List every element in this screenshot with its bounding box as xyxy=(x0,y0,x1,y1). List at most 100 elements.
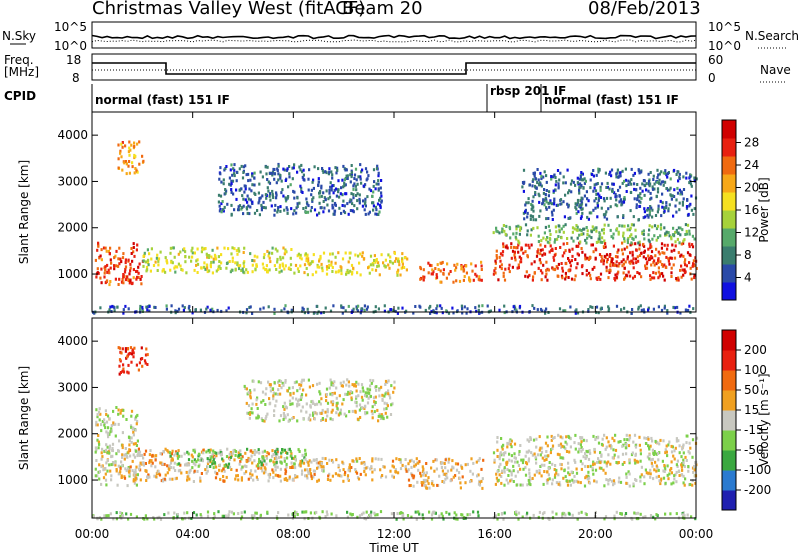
velocity-cell xyxy=(684,455,687,459)
power-cell xyxy=(515,227,518,231)
power-cell xyxy=(631,250,634,254)
velocity-cell xyxy=(689,483,692,486)
velocity-cell xyxy=(279,392,282,396)
velocity-cell xyxy=(369,384,372,388)
velocity-cell xyxy=(359,472,362,476)
power-cell xyxy=(637,194,640,198)
power-cell xyxy=(430,264,433,268)
velocity-cell xyxy=(233,458,236,462)
velocity-cell xyxy=(643,475,646,479)
power-cell xyxy=(573,227,576,231)
velocity-cell xyxy=(613,453,616,457)
power-cell xyxy=(96,271,99,275)
velocity-cell xyxy=(624,446,627,450)
velocity-cell xyxy=(240,478,243,482)
velocity-cell xyxy=(362,389,365,393)
power-cell xyxy=(419,305,422,309)
velocity-cell xyxy=(257,464,260,468)
velocity-cell xyxy=(326,401,330,405)
power-cell xyxy=(688,232,691,236)
power-cell xyxy=(533,271,536,275)
velocity-cell xyxy=(266,510,269,514)
power-cell xyxy=(130,252,133,255)
power-cell xyxy=(635,188,638,192)
velocity-cell xyxy=(134,473,137,477)
velocity-cell xyxy=(360,383,364,387)
power-cell xyxy=(659,234,662,238)
power-cell xyxy=(380,194,383,198)
power-cell xyxy=(510,256,513,260)
velocity-cell xyxy=(435,467,438,471)
velocity-cell xyxy=(648,453,651,457)
power-cell xyxy=(265,172,268,176)
power-cell xyxy=(658,252,661,256)
velocity-cell xyxy=(384,475,388,479)
velocity-cell xyxy=(192,461,195,465)
velocity-cell xyxy=(111,461,115,464)
power-cell xyxy=(273,307,276,311)
power-cell xyxy=(518,304,522,308)
power-cell xyxy=(245,268,248,272)
power-cell xyxy=(656,190,660,194)
power-cell xyxy=(355,178,358,182)
velocity-cell xyxy=(575,479,578,483)
velocity-cell xyxy=(555,468,558,472)
power-cell xyxy=(670,266,673,270)
velocity-cell xyxy=(260,400,263,404)
power-cell xyxy=(660,246,663,250)
velocity-cell xyxy=(348,468,351,472)
power-cell xyxy=(690,208,693,212)
power-cell xyxy=(246,194,249,198)
power-cell xyxy=(249,305,252,309)
power-cell xyxy=(634,235,637,239)
power-cell xyxy=(587,217,590,221)
velocity-cell xyxy=(664,481,667,485)
velocity-cell xyxy=(120,512,124,516)
velocity-cell xyxy=(577,450,580,454)
power-cell xyxy=(569,260,572,264)
velocity-cell xyxy=(255,511,258,515)
velocity-cell xyxy=(574,447,577,451)
power-cell xyxy=(241,194,244,198)
velocity-cell xyxy=(446,469,450,473)
power-cell xyxy=(342,185,345,189)
power-cell xyxy=(576,201,580,205)
power-cell xyxy=(296,202,299,206)
power-cell xyxy=(146,261,150,264)
power-cell xyxy=(620,260,623,264)
velocity-cell xyxy=(452,466,455,470)
power-region xyxy=(521,167,698,222)
power-cell xyxy=(307,177,310,181)
velocity-cell xyxy=(213,512,216,516)
power-cell xyxy=(689,266,692,270)
velocity-cell xyxy=(143,359,147,363)
power-cell xyxy=(600,182,604,186)
power-cell xyxy=(623,306,626,310)
power-cell xyxy=(347,260,350,264)
velocity-cell xyxy=(186,478,189,482)
power-cell xyxy=(633,274,636,278)
velocity-cell xyxy=(529,483,532,487)
power-cell xyxy=(566,237,569,240)
power-cell xyxy=(356,182,359,186)
velocity-cell xyxy=(257,380,260,384)
nsky-series xyxy=(91,34,697,40)
velocity-cell xyxy=(441,480,444,483)
power-cell xyxy=(131,259,134,263)
velocity-cell xyxy=(264,467,267,471)
power-cell xyxy=(327,266,330,269)
power-cell xyxy=(261,262,264,266)
velocity-cell xyxy=(421,465,424,469)
velocity-region xyxy=(492,433,699,488)
velocity-cell xyxy=(674,473,677,477)
velocity-cell xyxy=(143,452,146,456)
power-cell xyxy=(260,203,263,207)
power-cell xyxy=(586,233,589,236)
velocity-cell xyxy=(96,474,99,478)
velocity-cell xyxy=(131,459,134,463)
velocity-cell xyxy=(368,388,372,392)
power-cell xyxy=(284,248,287,252)
velocity-cell xyxy=(458,477,461,480)
power-cell xyxy=(122,275,125,279)
